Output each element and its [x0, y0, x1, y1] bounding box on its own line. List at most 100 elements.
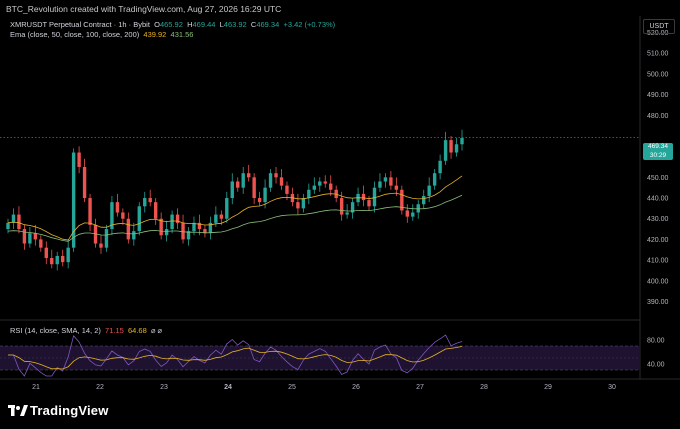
candle-body [219, 214, 224, 219]
candle-body [252, 177, 256, 199]
last-price-tag: 469.34 30:29 [643, 143, 673, 160]
candle-body [274, 173, 278, 178]
candle-body [389, 177, 393, 186]
candle-body [225, 198, 229, 219]
candle-body [121, 212, 125, 219]
candle-body [115, 202, 120, 213]
candle-body [208, 222, 213, 234]
candle-body [104, 229, 109, 248]
candle-body [378, 181, 382, 188]
candle-body [367, 200, 371, 207]
time-axis-label: 22 [96, 384, 104, 391]
candle-body [411, 212, 415, 217]
candle-body [279, 177, 284, 186]
legend-high: 469.44 [192, 20, 216, 29]
candle-body [345, 212, 349, 215]
candle-body [170, 214, 174, 230]
time-axis-label: 23 [160, 384, 168, 391]
price-tick-label: 430.00 [647, 216, 669, 223]
price-tick-label: 450.00 [647, 175, 669, 182]
candle-body [416, 204, 420, 213]
attribution-header: BTC_Revolution created with TradingView.… [0, 0, 680, 16]
candle-body [438, 160, 442, 174]
candle-body [110, 202, 114, 230]
candle-body [263, 187, 267, 203]
time-axis-label: 21 [32, 384, 40, 391]
rsi-tick-label: 40.00 [647, 362, 665, 369]
candle-body [82, 167, 87, 199]
ema-50-line [7, 175, 463, 241]
footer: TradingView [0, 395, 680, 429]
legend-symbol: XMRUSDT Perpetual Contract · 1h · Bybit [10, 20, 150, 29]
candle-body [186, 231, 191, 240]
candle-body [159, 218, 163, 236]
candle-body [329, 183, 333, 190]
price-tick-label: 500.00 [647, 71, 669, 78]
time-axis-label: 25 [288, 384, 296, 391]
candle-body [164, 229, 169, 236]
candle-body [71, 152, 76, 248]
candle-body [181, 222, 185, 240]
candle-body [372, 187, 377, 207]
legend-low: 463.92 [223, 20, 247, 29]
candle-body [28, 233, 32, 244]
candle-body [203, 229, 207, 234]
legend-rsi-icons[interactable]: ⌀ ⌀ [150, 326, 163, 335]
legend-l-label: L [219, 20, 224, 29]
legend-o-label: O [154, 20, 160, 29]
candle-body [257, 198, 262, 203]
candle-body [285, 185, 289, 194]
candle-body [432, 173, 437, 186]
candle-body [50, 258, 54, 265]
legend-rsi-value: 71.15 [105, 326, 124, 335]
candle-body [61, 255, 65, 263]
candle-body [307, 189, 311, 199]
legend-c-label: C [250, 20, 257, 29]
legend-ema-50-value: 439.92 [143, 30, 167, 39]
tradingview-brand: TradingView [30, 403, 109, 418]
candle-body [66, 247, 70, 263]
chart-pane[interactable]: 520.00510.00500.00490.00480.00460.00450.… [0, 16, 680, 395]
price-chart[interactable]: 520.00510.00500.00490.00480.00460.00450.… [0, 16, 680, 395]
currency-badge[interactable]: USDT [643, 19, 675, 34]
candle-body [241, 173, 245, 188]
candle-body [77, 152, 81, 167]
tradingview-logo-icon [8, 405, 28, 416]
rsi-ma-line [8, 346, 463, 370]
legend-symbol-row: XMRUSDT Perpetual Contract · 1h · Bybit … [10, 20, 335, 29]
candle-body [148, 198, 152, 203]
legend-rsi-row: RSI (14, close, SMA, 14, 2) 71.15 64.68 … [10, 326, 162, 335]
candle-body [454, 144, 459, 153]
last-price-value: 469.34 [648, 143, 668, 150]
rsi-line [8, 334, 463, 377]
time-axis-label: 30 [608, 384, 616, 391]
candle-body [39, 239, 43, 248]
candle-body [405, 210, 409, 217]
candle-body [246, 173, 251, 178]
candle-body [33, 233, 38, 240]
candle-body [339, 198, 344, 215]
legend-h-label: H [187, 20, 193, 29]
candle-body [318, 181, 322, 186]
candle-body [99, 243, 103, 248]
candle-body [55, 255, 59, 265]
candle-body [394, 185, 399, 190]
legend-rsi-ma-value: 64.68 [128, 326, 147, 335]
candle-body [88, 198, 92, 225]
price-tick-label: 410.00 [647, 258, 669, 265]
time-axis-label: 24 [224, 384, 232, 391]
candle-body [197, 222, 202, 230]
attribution-text: BTC_Revolution created with TradingView.… [6, 4, 282, 14]
candle-body [449, 140, 453, 153]
candle-body [361, 193, 366, 201]
candle-body [132, 231, 136, 240]
candle-body [427, 185, 431, 196]
candle-body [153, 202, 158, 219]
candle-body [11, 214, 16, 223]
candle-body [192, 222, 196, 232]
legend-ema-100-value: 431.56 [170, 30, 194, 39]
rsi-tick-label: 80.00 [647, 338, 665, 345]
candle-body [296, 202, 300, 209]
legend-close: 469.34 [256, 20, 280, 29]
candle-body [175, 214, 180, 223]
